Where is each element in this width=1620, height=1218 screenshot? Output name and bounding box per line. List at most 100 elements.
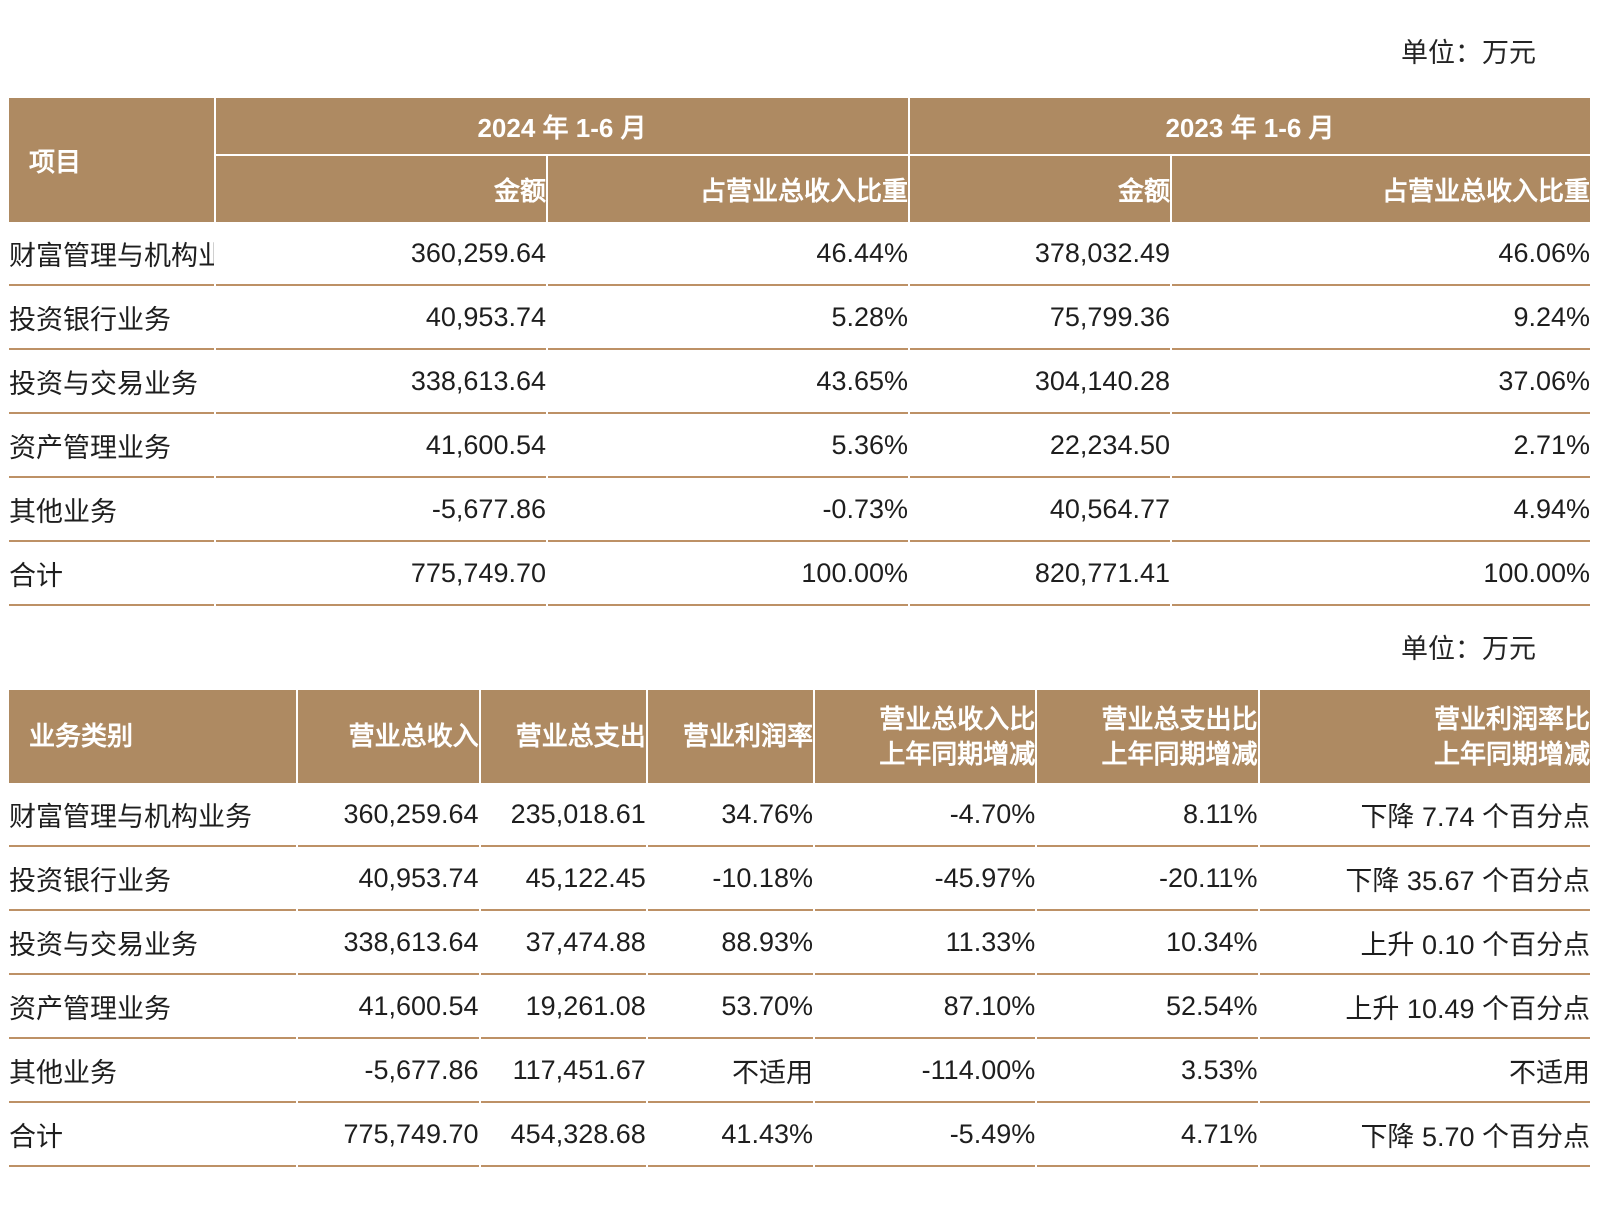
table-row: 其他业务 -5,677.86 117,451.67 不适用 -114.00% 3… (9, 1039, 1590, 1103)
cell-margin: 不适用 (647, 1039, 813, 1103)
cell-share-2023: 4.94% (1172, 478, 1590, 542)
cell-category: 资产管理业务 (9, 975, 297, 1039)
cell-expense: 45,122.45 (480, 847, 646, 911)
cell-item: 其他业务 (9, 478, 214, 542)
cell-margin-yoy: 上升 10.49 个百分点 (1259, 975, 1590, 1039)
cell-share-2023: 100.00% (1172, 542, 1590, 606)
cell-share-2023: 9.24% (1172, 286, 1590, 350)
table-row: 资产管理业务 41,600.54 19,261.08 53.70% 87.10%… (9, 975, 1590, 1039)
cell-share-2024: 5.36% (548, 414, 908, 478)
cell-expense-yoy: 3.53% (1037, 1039, 1258, 1103)
cell-margin: 88.93% (647, 911, 813, 975)
cell-expense: 37,474.88 (480, 911, 646, 975)
cell-amount-2024: 338,613.64 (216, 350, 546, 414)
col-header-line2: 上年同期增减 (1101, 738, 1258, 769)
table-row: 投资与交易业务 338,613.64 43.65% 304,140.28 37.… (9, 350, 1590, 414)
cell-revenue: 338,613.64 (298, 911, 479, 975)
cell-expense-yoy: 52.54% (1037, 975, 1258, 1039)
col-header-line1: 营业利润率比 (1433, 703, 1590, 734)
table-row: 财富管理与机构业务 360,259.64 46.44% 378,032.49 4… (9, 222, 1590, 286)
col-header-line1: 营业总支出比 (1101, 703, 1258, 734)
cell-margin-yoy: 下降 35.67 个百分点 (1259, 847, 1590, 911)
unit-label-middle: 单位：万元 (1401, 634, 1536, 664)
segment-performance-table: 业务类别 营业总收入 营业总支出 营业利润率 营业总收入比 上年同期增减 营业总支… (7, 690, 1592, 1167)
cell-revenue-yoy: -4.70% (814, 783, 1036, 847)
table-row: 投资银行业务 40,953.74 45,122.45 -10.18% -45.9… (9, 847, 1590, 911)
cell-category: 投资银行业务 (9, 847, 297, 911)
cell-revenue-yoy: 11.33% (814, 911, 1036, 975)
cell-revenue: 41,600.54 (298, 975, 479, 1039)
col-header-category: 业务类别 (9, 690, 297, 783)
cell-share-2024: 46.44% (548, 222, 908, 286)
cell-amount-2023: 75,799.36 (910, 286, 1170, 350)
cell-share-2024: 100.00% (548, 542, 908, 606)
cell-revenue-yoy: 87.10% (814, 975, 1036, 1039)
cell-margin: 34.76% (647, 783, 813, 847)
cell-margin-yoy: 不适用 (1259, 1039, 1590, 1103)
col-header-line2: 上年同期增减 (879, 738, 1036, 769)
table-row: 资产管理业务 41,600.54 5.36% 22,234.50 2.71% (9, 414, 1590, 478)
cell-revenue: 360,259.64 (298, 783, 479, 847)
cell-amount-2024: -5,677.86 (216, 478, 546, 542)
cell-expense: 19,261.08 (480, 975, 646, 1039)
table-row: 财富管理与机构业务 360,259.64 235,018.61 34.76% -… (9, 783, 1590, 847)
table-row-total: 合计 775,749.70 100.00% 820,771.41 100.00% (9, 542, 1590, 606)
cell-amount-2023: 40,564.77 (910, 478, 1170, 542)
cell-category: 投资与交易业务 (9, 911, 297, 975)
revenue-composition-table: 项目 2024 年 1-6 月 2023 年 1-6 月 金额 占营业总收入比重… (7, 98, 1592, 606)
cell-revenue-yoy: -114.00% (814, 1039, 1036, 1103)
cell-revenue: 775,749.70 (298, 1103, 479, 1167)
cell-amount-2024: 360,259.64 (216, 222, 546, 286)
table-row-total: 合计 775,749.70 454,328.68 41.43% -5.49% 4… (9, 1103, 1590, 1167)
cell-share-2023: 46.06% (1172, 222, 1590, 286)
col-header-expense-yoy: 营业总支出比 上年同期增减 (1037, 690, 1258, 783)
table-row: 投资银行业务 40,953.74 5.28% 75,799.36 9.24% (9, 286, 1590, 350)
cell-expense-yoy: 4.71% (1037, 1103, 1258, 1167)
cell-amount-2023: 378,032.49 (910, 222, 1170, 286)
cell-amount-2024: 40,953.74 (216, 286, 546, 350)
cell-share-2024: 5.28% (548, 286, 908, 350)
col-group-2023: 2023 年 1-6 月 (910, 98, 1590, 156)
col-header-amount-2024: 金额 (216, 156, 546, 222)
cell-expense-yoy: 10.34% (1037, 911, 1258, 975)
cell-margin: 41.43% (647, 1103, 813, 1167)
cell-share-2024: 43.65% (548, 350, 908, 414)
table-row: 投资与交易业务 338,613.64 37,474.88 88.93% 11.3… (9, 911, 1590, 975)
col-header-amount-2023: 金额 (910, 156, 1170, 222)
cell-margin-yoy: 下降 5.70 个百分点 (1259, 1103, 1590, 1167)
cell-revenue: 40,953.74 (298, 847, 479, 911)
cell-amount-2023: 304,140.28 (910, 350, 1170, 414)
cell-amount-2023: 820,771.41 (910, 542, 1170, 606)
cell-amount-2023: 22,234.50 (910, 414, 1170, 478)
col-header-revenue-yoy: 营业总收入比 上年同期增减 (814, 690, 1036, 783)
cell-margin: 53.70% (647, 975, 813, 1039)
unit-label-top: 单位：万元 (1401, 38, 1536, 68)
cell-revenue-yoy: -5.49% (814, 1103, 1036, 1167)
cell-item: 财富管理与机构业务 (9, 222, 214, 286)
col-header-line2: 上年同期增减 (1433, 738, 1590, 769)
col-group-2024: 2024 年 1-6 月 (216, 98, 908, 156)
col-header-share-2024: 占营业总收入比重 (548, 156, 908, 222)
cell-revenue: -5,677.86 (298, 1039, 479, 1103)
cell-revenue-yoy: -45.97% (814, 847, 1036, 911)
header-row-subcolumns: 金额 占营业总收入比重 金额 占营业总收入比重 (9, 156, 1590, 222)
table-row: 其他业务 -5,677.86 -0.73% 40,564.77 4.94% (9, 478, 1590, 542)
cell-item: 资产管理业务 (9, 414, 214, 478)
cell-expense: 235,018.61 (480, 783, 646, 847)
col-header-margin-yoy: 营业利润率比 上年同期增减 (1259, 690, 1590, 783)
cell-category: 其他业务 (9, 1039, 297, 1103)
cell-item: 投资与交易业务 (9, 350, 214, 414)
cell-margin-yoy: 上升 0.10 个百分点 (1259, 911, 1590, 975)
col-header-line1: 营业总收入比 (879, 703, 1036, 734)
cell-margin: -10.18% (647, 847, 813, 911)
cell-expense: 117,451.67 (480, 1039, 646, 1103)
segment-performance-table-header: 业务类别 营业总收入 营业总支出 营业利润率 营业总收入比 上年同期增减 营业总支… (9, 690, 1590, 783)
col-header-revenue: 营业总收入 (298, 690, 479, 783)
col-header-margin: 营业利润率 (647, 690, 813, 783)
cell-share-2023: 37.06% (1172, 350, 1590, 414)
cell-item: 投资银行业务 (9, 286, 214, 350)
col-header-item: 项目 (9, 98, 214, 222)
cell-expense-yoy: 8.11% (1037, 783, 1258, 847)
cell-category: 财富管理与机构业务 (9, 783, 297, 847)
